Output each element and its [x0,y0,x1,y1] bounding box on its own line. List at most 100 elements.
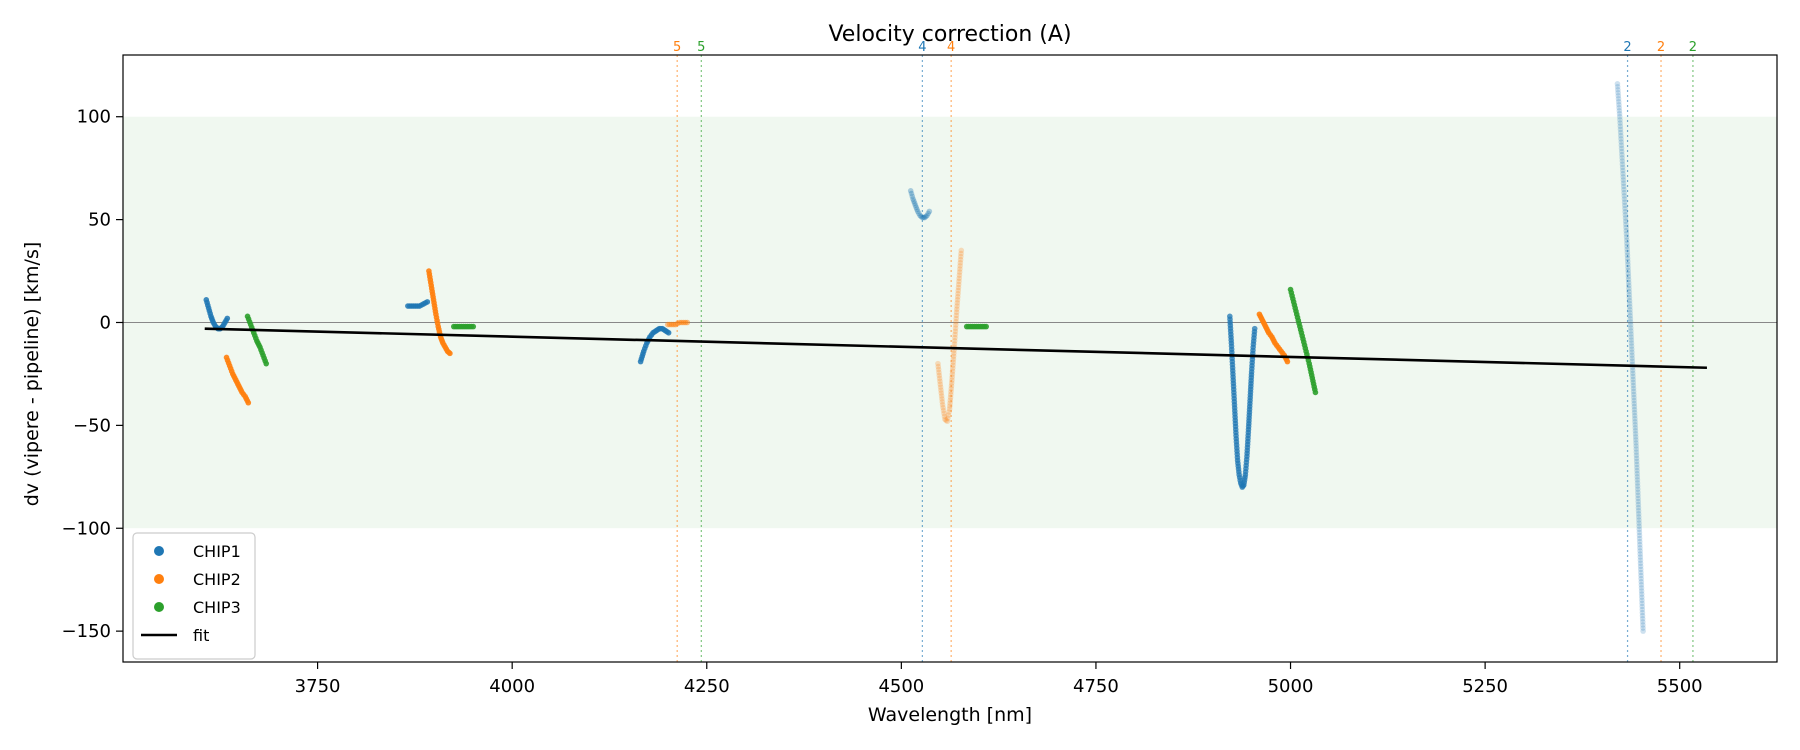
data-point-chip1 [1622,208,1628,215]
data-point-chip1 [916,210,922,217]
data-point-chip1 [1616,107,1623,114]
data-point-chip1 [1626,285,1632,292]
data-point-chip1 [1631,394,1637,401]
data-point-chip1 [1626,297,1633,304]
data-point-chip2 [947,400,953,406]
legend-marker [154,546,164,556]
data-point-chip1 [1632,418,1638,425]
data-point-chip2 [953,312,960,319]
data-point-chip1 [1631,406,1638,413]
data-point-chip1 [1625,261,1631,268]
data-point-chip2 [245,399,252,406]
data-point-chip1 [1627,306,1633,313]
data-point-chip1 [1615,95,1622,102]
data-point-chip1 [1619,155,1625,161]
data-point-chip1 [1616,101,1622,108]
data-point-chip1 [1617,117,1623,123]
data-point-chip1 [1630,373,1636,380]
data-point-chip1 [1618,145,1625,152]
data-point-chip1 [1632,415,1638,422]
data-point-chip1 [1633,443,1639,449]
data-point-chip1 [1623,237,1630,243]
data-point-chip1 [1627,310,1633,316]
data-point-chip1 [1637,566,1644,573]
data-point-chip1 [1634,480,1641,486]
data-point-chip1 [1639,597,1645,604]
data-point-chip2 [954,300,961,306]
data-point-chip1 [1630,370,1636,377]
data-point-chip1 [1634,474,1641,480]
data-point-chip1 [1618,148,1625,155]
order-marker-label: 5 [673,40,681,55]
legend-entry-label: CHIP3 [193,598,241,617]
data-point-chip2 [957,256,964,263]
data-point-chip1 [1639,594,1645,600]
data-point-chip2 [952,325,959,331]
data-point-chip1 [1631,409,1638,416]
data-point-chip1 [917,212,923,219]
data-point-chip1 [914,206,920,213]
data-point-chip1 [1624,258,1631,265]
data-point-chip1 [424,299,431,305]
data-point-chip1 [1620,180,1627,187]
data-point-chip1 [925,210,932,217]
data-point-chip1 [1614,83,1621,90]
y-tick-label: 0 [100,312,111,333]
data-point-chip1 [1620,174,1626,180]
data-point-chip1 [1629,355,1635,361]
data-point-chip1 [1637,541,1643,548]
data-point-chip1 [1615,98,1622,105]
data-point-chip2 [949,368,956,374]
x-tick-label: 5000 [1268,676,1314,697]
data-point-chip1 [1640,625,1646,631]
data-point-chip2 [958,253,964,260]
data-point-chip1 [1637,563,1644,570]
data-point-chip1 [1640,628,1646,634]
data-point-chip1 [1625,273,1632,280]
data-point-chip1 [1622,215,1629,221]
data-point-chip2 [938,387,944,393]
data-point-chip1 [1619,158,1626,164]
data-point-chip1 [1639,612,1646,619]
data-point-chip2 [944,418,951,425]
data-point-chip2 [938,390,945,396]
data-point-chip1 [1635,511,1642,517]
data-point-chip1 [1638,591,1645,597]
data-point-chip1 [1638,585,1645,591]
data-point-chip1 [1622,218,1629,224]
data-point-chip1 [1639,600,1645,607]
data-point-chip1 [924,212,930,219]
data-point-chip1 [1627,319,1634,325]
data-point-chip2 [940,407,947,414]
data-point-chip2 [954,303,960,309]
data-point-chip1 [1625,279,1632,286]
data-point-chip1 [1629,349,1635,355]
order-marker-label: 2 [1689,40,1697,55]
data-point-chip1 [1628,343,1635,349]
x-axis: 3750 4000 4250 4500 4750 5000 5250 5500 [295,662,1703,697]
data-point-chip1 [1618,132,1624,139]
data-point-chip1 [1630,391,1637,398]
data-point-chip1 [1632,421,1638,428]
data-point-chip1 [1639,603,1645,610]
data-point-chip2 [952,334,958,341]
data-point-chip1 [1617,129,1624,136]
data-point-chip3 [1312,389,1319,396]
data-point-chip2 [937,384,944,390]
x-tick-label: 5500 [1657,676,1703,697]
plot-area: 5 5 4 4 2 2 2 [123,40,1777,662]
data-point-chip2 [956,272,963,278]
data-point-chip1 [1635,501,1642,508]
data-point-chip1 [1624,243,1630,250]
data-point-chip1 [1625,267,1631,274]
data-point-chip2 [939,399,946,405]
data-point-chip1 [907,188,914,194]
x-axis-label: Wavelength [nm] [868,704,1032,726]
data-point-chip1 [1631,412,1638,419]
data-point-chip1 [911,200,918,206]
data-point-chip1 [1619,161,1626,168]
legend-marker [154,602,164,612]
data-point-chip1 [224,315,231,322]
data-point-chip2 [952,322,959,328]
data-point-chip1 [1622,202,1628,209]
